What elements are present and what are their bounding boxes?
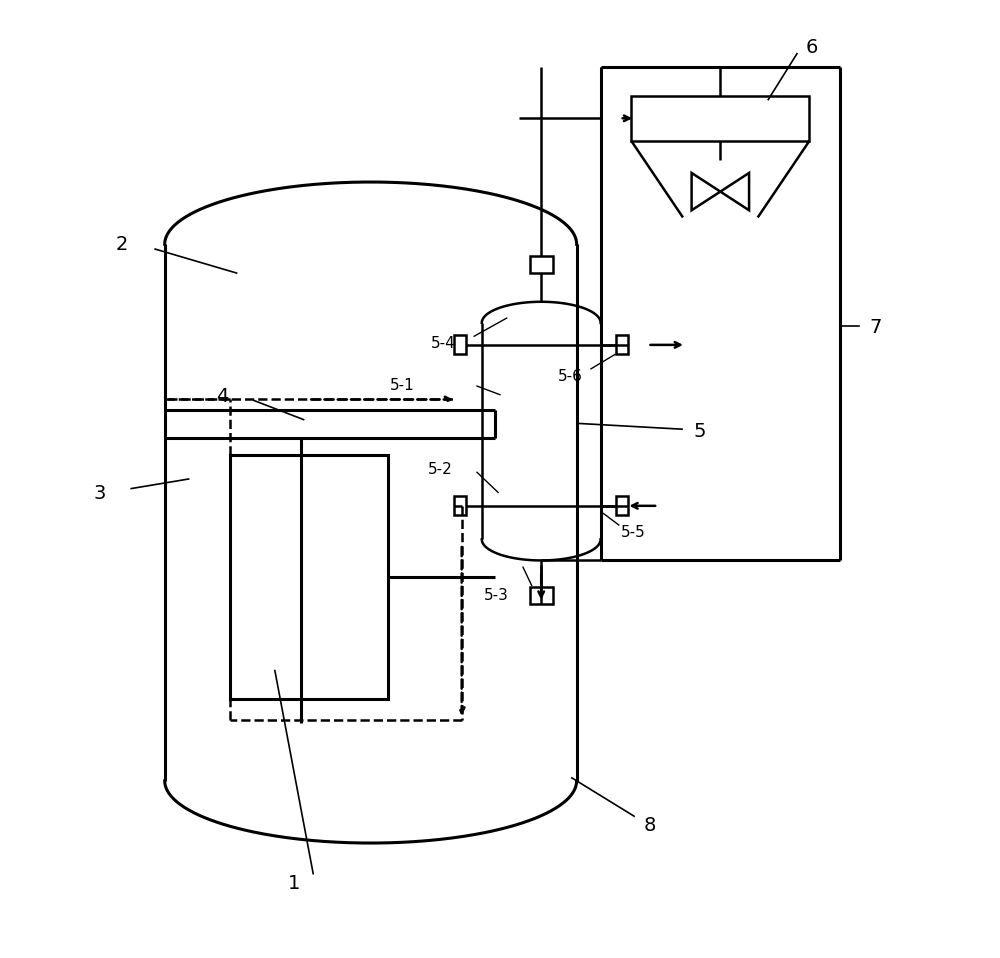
Bar	[530, 256, 553, 273]
Bar	[631, 96, 809, 141]
Text: 1: 1	[288, 874, 300, 893]
Text: 5-4: 5-4	[431, 336, 456, 352]
Text: 2: 2	[115, 235, 128, 254]
Text: 3: 3	[93, 484, 106, 503]
Text: 5-6: 5-6	[557, 369, 582, 384]
Bar	[616, 335, 628, 354]
Text: 5-2: 5-2	[428, 462, 453, 477]
Bar	[454, 335, 466, 354]
Bar	[530, 587, 553, 604]
Text: 7: 7	[869, 318, 882, 337]
Text: 5-1: 5-1	[390, 377, 415, 393]
Bar	[454, 496, 466, 515]
Text: 4: 4	[216, 387, 228, 406]
Text: 6: 6	[805, 38, 818, 57]
Text: 5-5: 5-5	[621, 525, 645, 540]
Text: 8: 8	[643, 816, 656, 835]
Bar	[616, 496, 628, 515]
Text: 5-3: 5-3	[484, 588, 509, 604]
Bar	[230, 455, 388, 699]
Text: 5: 5	[693, 422, 706, 441]
